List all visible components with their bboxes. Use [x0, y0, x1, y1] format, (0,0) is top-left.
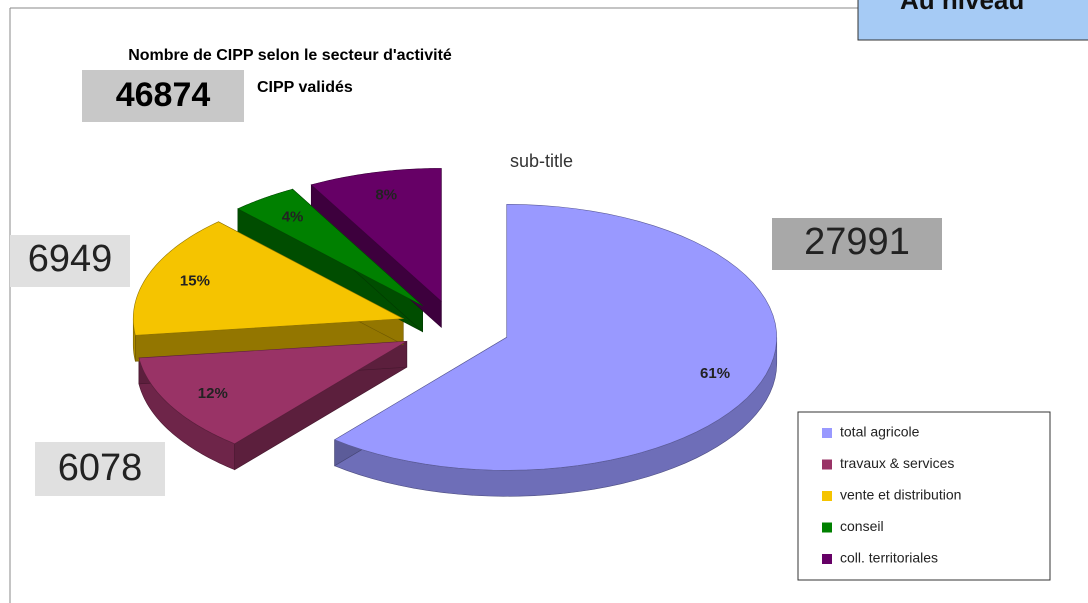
slice [138, 340, 407, 445]
legend-box [797, 411, 1051, 581]
slice [132, 221, 405, 336]
banner: Au niveau [900, 0, 1024, 15]
callout-box [35, 442, 165, 496]
callout-box [772, 218, 942, 270]
callout: 6078 [58, 447, 143, 489]
callout: 27991 [804, 221, 910, 263]
callout-box [10, 235, 130, 287]
slice [310, 168, 442, 303]
legend-swatch [822, 554, 832, 564]
value-label: 12% [198, 385, 228, 402]
legend-swatch [822, 428, 832, 438]
legend-label: conseil [840, 518, 884, 534]
value-label: 4% [282, 208, 304, 225]
value-label: 8% [375, 187, 397, 204]
total-box [82, 70, 244, 122]
total: 46874 [116, 76, 211, 114]
chart-subtitle: CIPP validés [257, 79, 353, 96]
slice [237, 188, 423, 307]
legend-label: vente et distribution [840, 487, 961, 503]
legend-label: travaux & services [840, 455, 954, 471]
callout: 6949 [28, 238, 113, 280]
banner-box [857, 0, 1088, 41]
slice [333, 204, 777, 471]
legend-swatch [822, 491, 832, 501]
chart-title: Nombre de CIPP selon le secteur d'activi… [128, 47, 452, 64]
legend-swatch [822, 459, 832, 470]
value-label: 15% [180, 273, 210, 290]
legend-label: total agricole [840, 424, 920, 440]
legend-label: coll. territoriales [840, 550, 938, 566]
value-label: 61% [700, 365, 730, 382]
legend-swatch [822, 522, 832, 533]
note: sub-title [510, 151, 573, 171]
